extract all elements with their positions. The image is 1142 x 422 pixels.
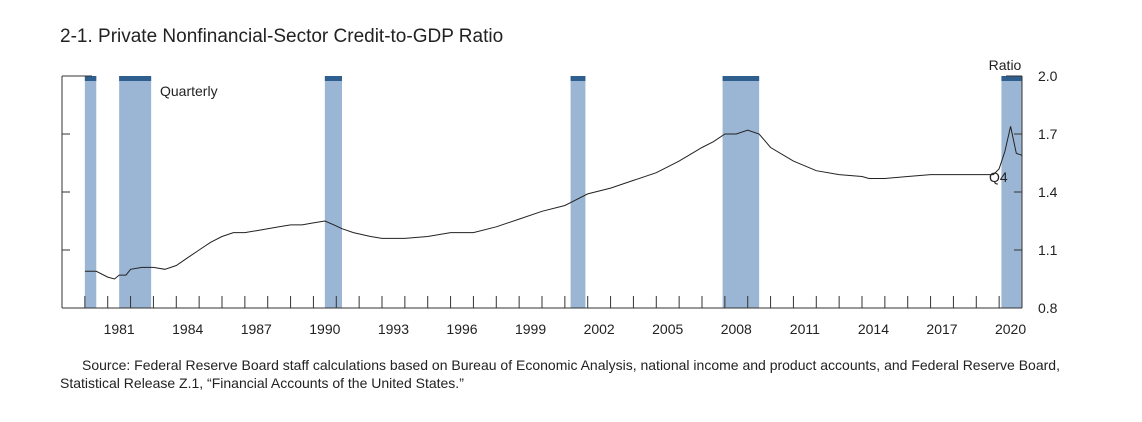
recession-band-5: [722, 76, 760, 308]
series-end-label: Q4: [989, 169, 1008, 185]
x-tick-label: 1981: [104, 321, 135, 337]
chart-axes: [61, 75, 1023, 309]
recession-band-cap-1: [84, 76, 97, 81]
x-tick-label: 1990: [309, 321, 340, 337]
x-tick-label: 2017: [926, 321, 957, 337]
y-tick-label: 1.7: [1038, 126, 1058, 142]
recession-band-2: [119, 76, 152, 308]
recession-band-cap-3: [324, 76, 342, 81]
y-tick-label: 1.4: [1038, 184, 1058, 200]
recession-band-cap-5: [722, 76, 760, 81]
x-tick-label: 1999: [515, 321, 546, 337]
x-tick-label: 1984: [172, 321, 203, 337]
recession-band-cap-6: [1001, 76, 1022, 81]
recession-band-1: [84, 76, 97, 308]
y-tick-label: 2.0: [1038, 68, 1058, 84]
y-axis-ticks: 0.8 1.1 1.4 1.7 2.0: [62, 68, 1058, 316]
x-tick-label: 1993: [378, 321, 409, 337]
chart-title: 2-1. Private Nonfinancial-Sector Credit-…: [60, 26, 504, 47]
x-tick-label: 2008: [721, 321, 752, 337]
recession-band-3: [324, 76, 342, 308]
recession-band-cap-4: [570, 76, 586, 81]
x-tick-label: 2002: [584, 321, 615, 337]
x-tick-label: 1987: [241, 321, 272, 337]
y-tick-label: 0.8: [1038, 300, 1058, 316]
x-tick-label: 2014: [858, 321, 889, 337]
chart-plot: 1981 1984 1987 1990 1993 1996 1999 2002 2005 2008…: [61, 57, 1058, 337]
y-axis-unit-label: Ratio: [989, 57, 1022, 73]
source-note: Source: Federal Reserve Board staff calc…: [60, 356, 1060, 392]
x-tick-label: 2005: [652, 321, 683, 337]
y-tick-label: 1.1: [1038, 242, 1058, 258]
x-tick-label: 1996: [446, 321, 477, 337]
x-tick-label: 2011: [790, 321, 820, 337]
recession-band-4: [570, 76, 586, 308]
x-axis-ticks: 1981 1984 1987 1990 1993 1996 1999 2002 2005 2008…: [61, 296, 1026, 337]
series-line-credit-to-gdp: [84, 126, 1023, 280]
x-tick-label: 2020: [995, 321, 1026, 337]
recession-band-cap-2: [119, 76, 152, 81]
recession-shading: [84, 76, 1022, 308]
source-note-text: Source: Federal Reserve Board staff calc…: [60, 357, 1060, 391]
frequency-label: Quarterly: [160, 83, 218, 99]
